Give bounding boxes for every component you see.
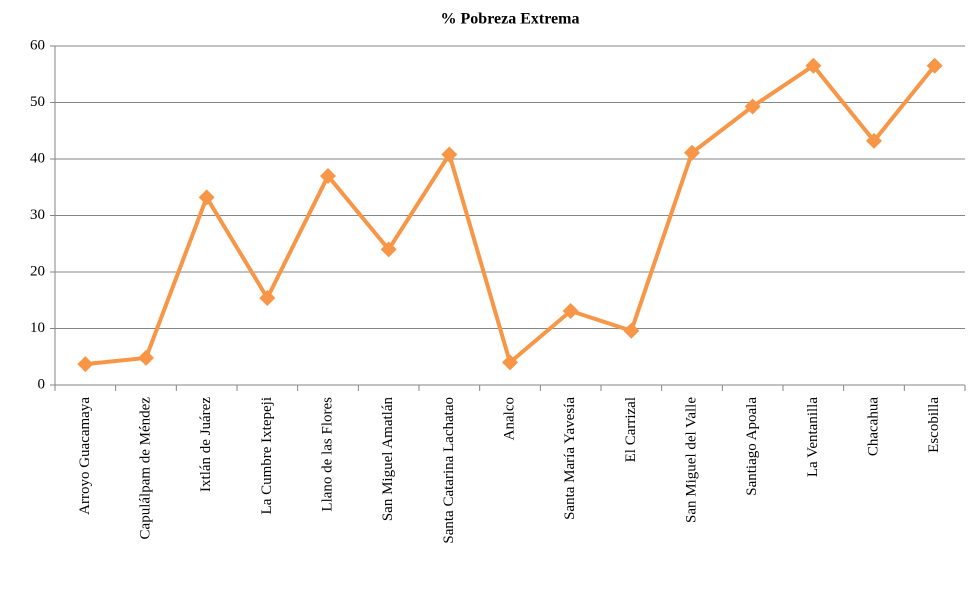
marker bbox=[926, 57, 943, 74]
x-tick-label: Analco bbox=[501, 397, 517, 440]
x-tick-label: San Miguel del Valle bbox=[683, 397, 699, 523]
y-tick-label: 30 bbox=[30, 207, 45, 223]
marker bbox=[562, 302, 579, 319]
marker bbox=[623, 322, 640, 339]
x-tick-label: Capulálpam de Méndez bbox=[137, 397, 153, 540]
x-tick-label: Escobilla bbox=[926, 397, 942, 453]
marker bbox=[441, 146, 458, 163]
x-tick-label: El Carrizal bbox=[623, 397, 639, 462]
marker bbox=[77, 356, 94, 373]
x-tick-label: Santiago Apoala bbox=[744, 397, 760, 496]
line bbox=[85, 63, 937, 367]
marker bbox=[259, 289, 276, 306]
x-tick-label: Santa María Yavesía bbox=[562, 397, 578, 520]
chart-title: % Pobreza Extrema bbox=[441, 11, 580, 28]
x-tick-label: La Ventanilla bbox=[805, 397, 821, 477]
marker bbox=[138, 349, 154, 366]
y-tick-label: 10 bbox=[30, 320, 45, 336]
marker bbox=[320, 167, 336, 184]
x-tick-label: Ixtlán de Juárez bbox=[198, 397, 214, 492]
y-tick-label: 60 bbox=[30, 37, 45, 53]
x-tick-label: La Cumbre Ixtepeji bbox=[259, 397, 275, 514]
y-tick-label: 40 bbox=[30, 150, 45, 166]
y-tick-label: 20 bbox=[30, 263, 45, 279]
marker bbox=[198, 189, 215, 206]
x-tick-label: Santa Catarina Lachatao bbox=[441, 397, 457, 544]
marker bbox=[380, 241, 397, 258]
y-tick-label: 0 bbox=[38, 376, 46, 392]
x-tick-label: San Miguel Amatlán bbox=[380, 397, 396, 522]
marker bbox=[805, 57, 822, 74]
y-tick-label: 50 bbox=[30, 94, 45, 110]
marker bbox=[684, 144, 700, 161]
x-tick-label: Chacahua bbox=[865, 397, 881, 456]
x-tick-label: Arroyo Guacamaya bbox=[77, 397, 93, 515]
marker bbox=[502, 354, 518, 371]
marker bbox=[744, 98, 761, 115]
marker bbox=[866, 132, 882, 149]
x-tick-label: Llano de las Flores bbox=[319, 397, 335, 512]
